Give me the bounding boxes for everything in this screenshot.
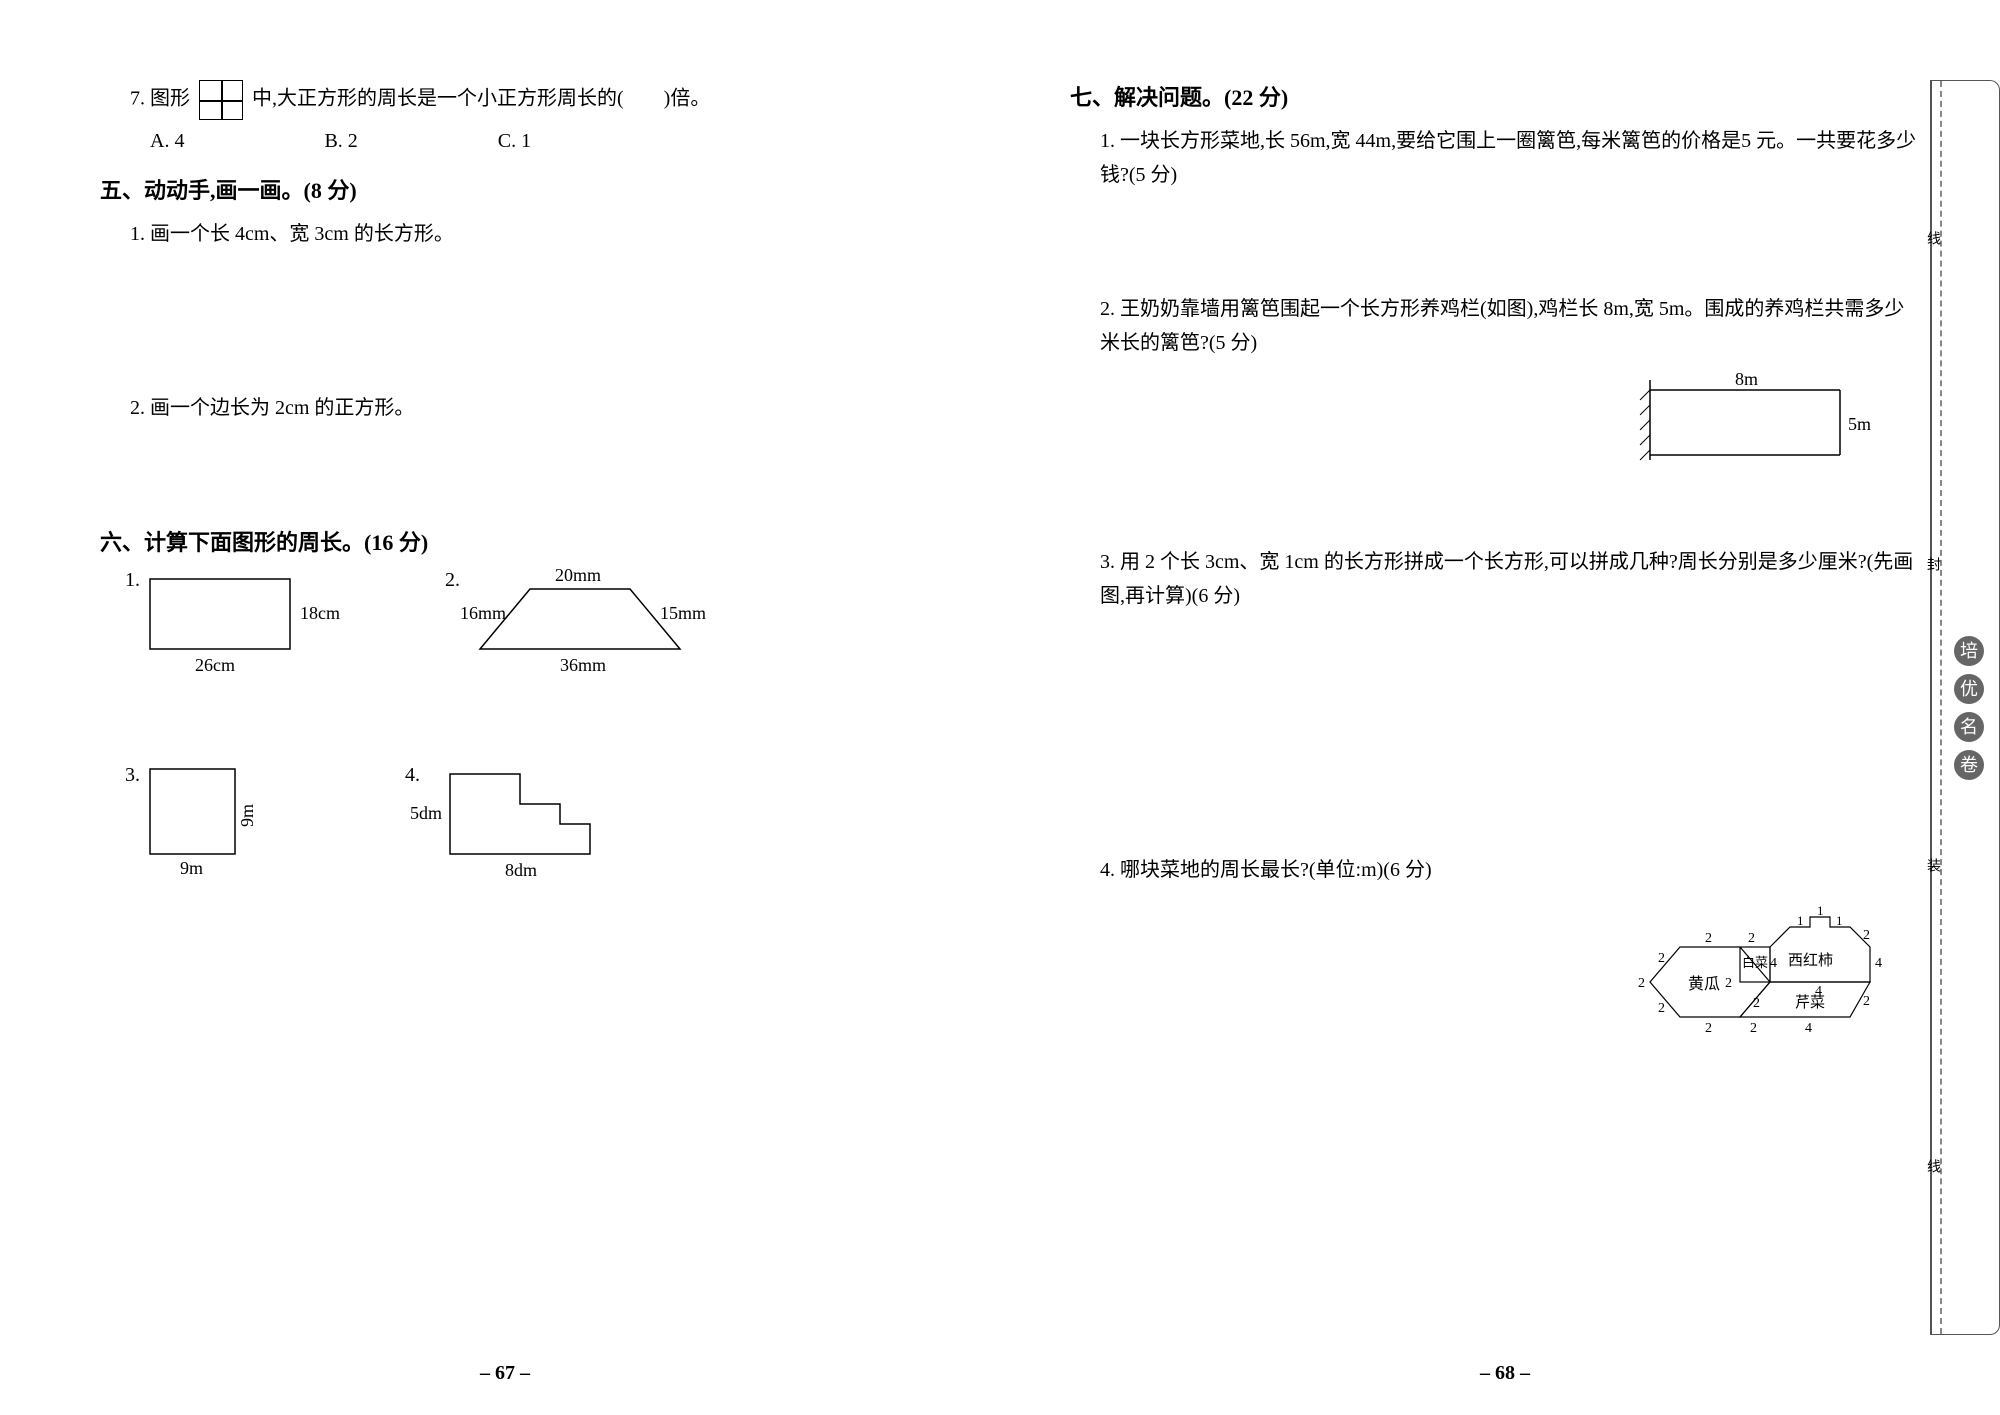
shape2-top: 20mm xyxy=(555,565,601,585)
s7-q2: 2. 王奶奶靠墙用篱笆围起一个长方形养鸡栏(如图),鸡栏长 8m,宽 5m。围成… xyxy=(1100,292,1920,360)
q4-n7: 2 xyxy=(1753,996,1760,1011)
q4-n17: 2 xyxy=(1750,1021,1757,1036)
shape3-num: 3. xyxy=(125,764,140,787)
shapes-row-2: 3. 9m 9m 4. 5dm 8dm xyxy=(130,764,950,889)
option-a: A. 4 xyxy=(150,130,184,153)
fold-marks: 线 封 装 线 xyxy=(1930,81,1950,1334)
shape2-bottom: 36mm xyxy=(560,655,606,675)
shape1-w: 26cm xyxy=(195,655,235,675)
shape1-svg: 18cm 26cm xyxy=(130,569,350,679)
q4-n16: 2 xyxy=(1863,994,1870,1009)
shapes-row-1: 1. 18cm 26cm 2. 20mm 16mm 15mm 36mm xyxy=(130,569,950,684)
q4-n10: 1 xyxy=(1836,913,1843,928)
q4-svg: 黄瓜 白菜 西红柿 芹菜 2 2 2 2 2 2 2 2 1 1 xyxy=(1620,907,1910,1077)
shape4-svg: 5dm 8dm xyxy=(410,764,630,884)
shape1-h: 18cm xyxy=(300,603,340,623)
q2-diagram: 8m 5m xyxy=(1640,380,1920,485)
q7: 7. 图形 中,大正方形的周长是一个小正方形周长的( )倍。 xyxy=(130,80,950,120)
q4-n0: 2 xyxy=(1658,951,1665,966)
shape2-left: 16mm xyxy=(460,603,506,623)
brand-ch-1: 培 xyxy=(1954,636,1984,666)
option-b: B. 2 xyxy=(324,130,357,153)
section6-title: 六、计算下面图形的周长。(16 分) xyxy=(100,525,950,557)
q4-n8: 1 xyxy=(1797,913,1804,928)
shape-1: 1. 18cm 26cm xyxy=(130,569,350,684)
q4-n6: 2 xyxy=(1725,976,1732,991)
q2-svg: 8m 5m xyxy=(1640,380,1900,480)
s7-q3: 3. 用 2 个长 3cm、宽 1cm 的长方形拼成一个长方形,可以拼成几种?周… xyxy=(1100,545,1920,613)
q7-prefix: 7. 图形 xyxy=(130,88,190,110)
q7-options: A. 4 B. 2 C. 1 xyxy=(150,130,950,153)
q4-n9: 1 xyxy=(1817,903,1824,918)
brand-ch-3: 名 xyxy=(1954,712,1984,742)
s7-q4: 4. 哪块菜地的周长最长?(单位:m)(6 分) xyxy=(1100,853,1920,887)
shape-4: 4. 5dm 8dm xyxy=(410,764,630,889)
q4-n13: 4 xyxy=(1770,956,1777,971)
q4-label-huanggua: 黄瓜 xyxy=(1688,975,1720,993)
section7-title: 七、解决问题。(22 分) xyxy=(1070,80,1920,112)
shape-3: 3. 9m 9m xyxy=(130,764,310,889)
q4-n12: 4 xyxy=(1875,956,1882,971)
q2-h: 5m xyxy=(1848,414,1871,434)
q4-label-tomato: 西红柿 xyxy=(1788,951,1833,969)
shape4-h: 5dm xyxy=(410,803,442,823)
brand-icons: 培 优 名 卷 xyxy=(1954,636,1984,780)
shape3-w: 9m xyxy=(180,858,203,878)
page-num-68: – 68 – xyxy=(1480,1362,1530,1385)
q4-n5: 2 xyxy=(1748,931,1755,946)
mark-3: 装 xyxy=(1922,858,1942,872)
right-page: 七、解决问题。(22 分) 1. 一块长方形菜地,长 56m,宽 44m,要给它… xyxy=(1010,0,2000,1415)
option-c: C. 1 xyxy=(498,130,531,153)
right-border-decoration: 线 封 装 线 培 优 名 卷 xyxy=(1930,80,2000,1335)
q4-n4: 2 xyxy=(1705,1021,1712,1036)
q4-n1: 2 xyxy=(1638,976,1645,991)
q4-n14: 4 xyxy=(1815,984,1822,999)
s7-q1: 1. 一块长方形菜地,长 56m,宽 44m,要给它围上一圈篱笆,每米篱笆的价格… xyxy=(1100,124,1920,192)
q2-w: 8m xyxy=(1735,369,1758,389)
mark-2: 封 xyxy=(1922,557,1942,571)
mark-4: 线 xyxy=(1922,1159,1942,1173)
q4-label-baicai: 白菜 xyxy=(1742,955,1768,970)
shape4-num: 4. xyxy=(405,764,420,787)
shape1-num: 1. xyxy=(125,569,140,592)
q4-n11: 2 xyxy=(1863,928,1870,943)
q4-n15: 4 xyxy=(1805,1021,1812,1036)
square-2x2-icon xyxy=(199,80,243,120)
section5-title: 五、动动手,画一画。(8 分) xyxy=(100,173,950,205)
q7-suffix: 中,大正方形的周长是一个小正方形周长的( )倍。 xyxy=(252,88,710,110)
q4-n2: 2 xyxy=(1658,1001,1665,1016)
q4-n3: 2 xyxy=(1705,931,1712,946)
page-num-67: – 67 – xyxy=(480,1362,530,1385)
mark-1: 线 xyxy=(1922,231,1942,245)
shape-2: 2. 20mm 16mm 15mm 36mm xyxy=(450,569,730,684)
brand-ch-2: 优 xyxy=(1954,674,1984,704)
shape4-w: 8dm xyxy=(505,860,537,880)
shape3-h: 9m xyxy=(237,804,257,827)
s5-q1: 1. 画一个长 4cm、宽 3cm 的长方形。 xyxy=(130,217,950,251)
shape3-svg: 9m 9m xyxy=(130,764,310,884)
brand-ch-4: 卷 xyxy=(1954,750,1984,780)
s5-q2: 2. 画一个边长为 2cm 的正方形。 xyxy=(130,391,950,425)
shape2-right: 15mm xyxy=(660,603,706,623)
shape2-svg: 20mm 16mm 15mm 36mm xyxy=(450,569,730,679)
shape2-num: 2. xyxy=(445,569,460,592)
q4-diagram: 黄瓜 白菜 西红柿 芹菜 2 2 2 2 2 2 2 2 1 1 xyxy=(1620,907,1920,1082)
left-page: 7. 图形 中,大正方形的周长是一个小正方形周长的( )倍。 A. 4 B. 2… xyxy=(0,0,1010,1415)
